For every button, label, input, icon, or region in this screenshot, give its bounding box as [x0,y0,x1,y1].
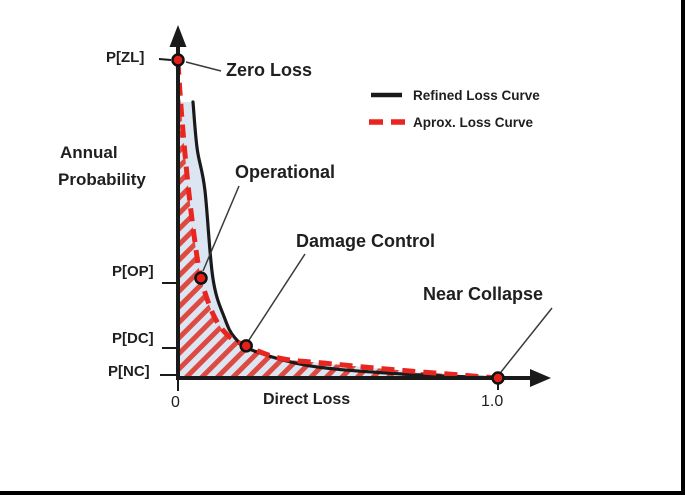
point-damage-control [239,339,253,353]
annotation-near-collapse: Near Collapse [423,284,544,304]
leader-near-collapse [500,307,553,373]
annotation-operational: Operational [235,162,336,182]
aprox-loss-curve [175,61,499,381]
x-axis-arrow-icon [530,369,551,387]
legend-label-refined: Refined Loss Curve [413,88,540,103]
y-tick-label-pop: P[OP] [112,263,154,280]
tick-p-zl [158,58,172,61]
point-near-collapse [491,371,505,385]
leader-operational [202,185,240,272]
leader-damage-control [248,253,306,341]
y-axis-arrow-icon [169,25,187,47]
legend-label-aprox: Aprox. Loss Curve [413,115,534,130]
x-tick-label-one: 1.0 [481,393,504,410]
annotation-damage-control: Damage Control [296,231,436,251]
aprox-curve-hatched-area [178,61,498,379]
frame-border-bottom [0,491,685,495]
frame-border-right [681,0,685,495]
y-tick-label-pnc: P[NC] [108,363,150,380]
point-operational [194,271,208,285]
x-axis-title: Direct Loss [263,391,351,408]
x-tick-label-zero: 0 [171,394,180,411]
y-tick-label-pzl: P[ZL] [106,49,145,66]
leader-zero-loss [185,61,222,72]
annotation-zero-loss: Zero Loss [226,60,313,80]
y-axis-title-line2: Probability [58,170,146,189]
y-axis-title-line1: Annual [60,143,118,162]
point-zero-loss [171,53,185,67]
y-tick-label-pdc: P[DC] [112,330,154,347]
refined-loss-curve [191,100,500,380]
